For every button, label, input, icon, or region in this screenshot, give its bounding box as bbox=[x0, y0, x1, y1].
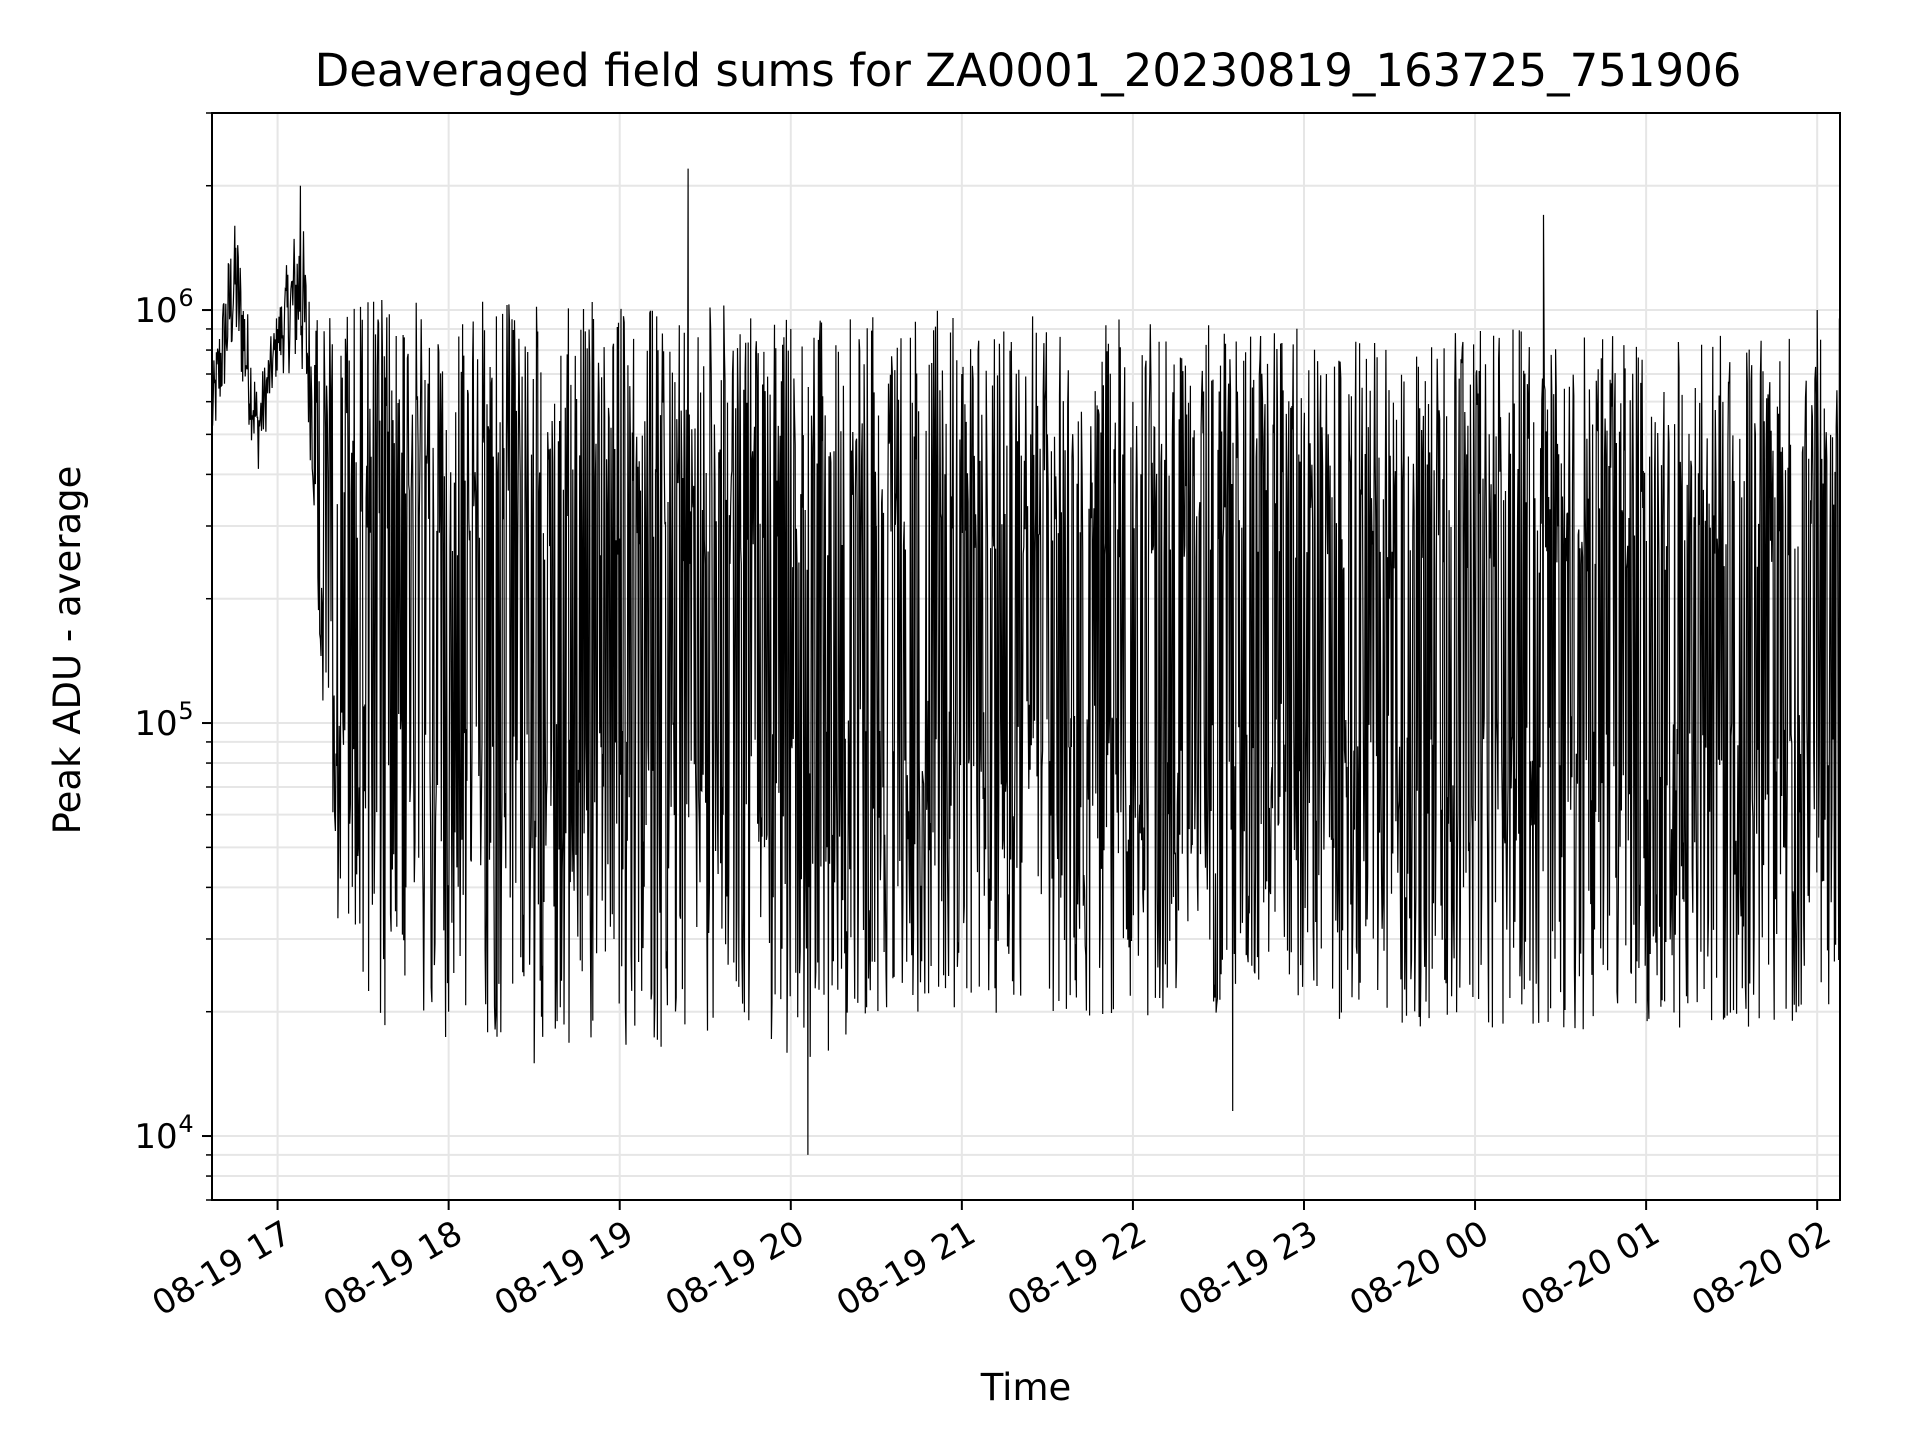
x-tick-label: 08-19 17 bbox=[146, 1213, 298, 1324]
y-tick-label: 10 bbox=[134, 291, 177, 331]
y-tick-exponent: 6 bbox=[178, 284, 193, 312]
y-axis-label: Peak ADU - average bbox=[46, 466, 89, 835]
y-tick-exponent: 5 bbox=[178, 697, 193, 725]
x-tick-label: 08-19 18 bbox=[317, 1213, 469, 1324]
x-tick-label: 08-20 02 bbox=[1685, 1213, 1837, 1324]
x-tick-label: 08-19 19 bbox=[488, 1213, 640, 1324]
x-tick-label: 08-19 22 bbox=[1001, 1213, 1153, 1324]
series-line bbox=[211, 168, 1841, 1155]
plot-frame bbox=[211, 112, 1841, 1201]
chart-title: Deaveraged field sums for ZA0001_2023081… bbox=[315, 44, 1742, 97]
x-tick-label: 08-20 00 bbox=[1343, 1213, 1495, 1324]
x-tick-label: 08-19 23 bbox=[1172, 1213, 1324, 1324]
x-tick-label: 08-19 21 bbox=[830, 1213, 982, 1324]
x-tick-label: 08-19 20 bbox=[659, 1213, 811, 1324]
y-tick-label: 10 bbox=[134, 704, 177, 744]
x-axis-label: Time bbox=[980, 1366, 1072, 1409]
series-line-path bbox=[211, 168, 1841, 1155]
x-tick-label: 08-20 01 bbox=[1514, 1213, 1666, 1324]
y-tick-exponent: 4 bbox=[178, 1110, 193, 1138]
y-tick-label: 10 bbox=[134, 1117, 177, 1157]
